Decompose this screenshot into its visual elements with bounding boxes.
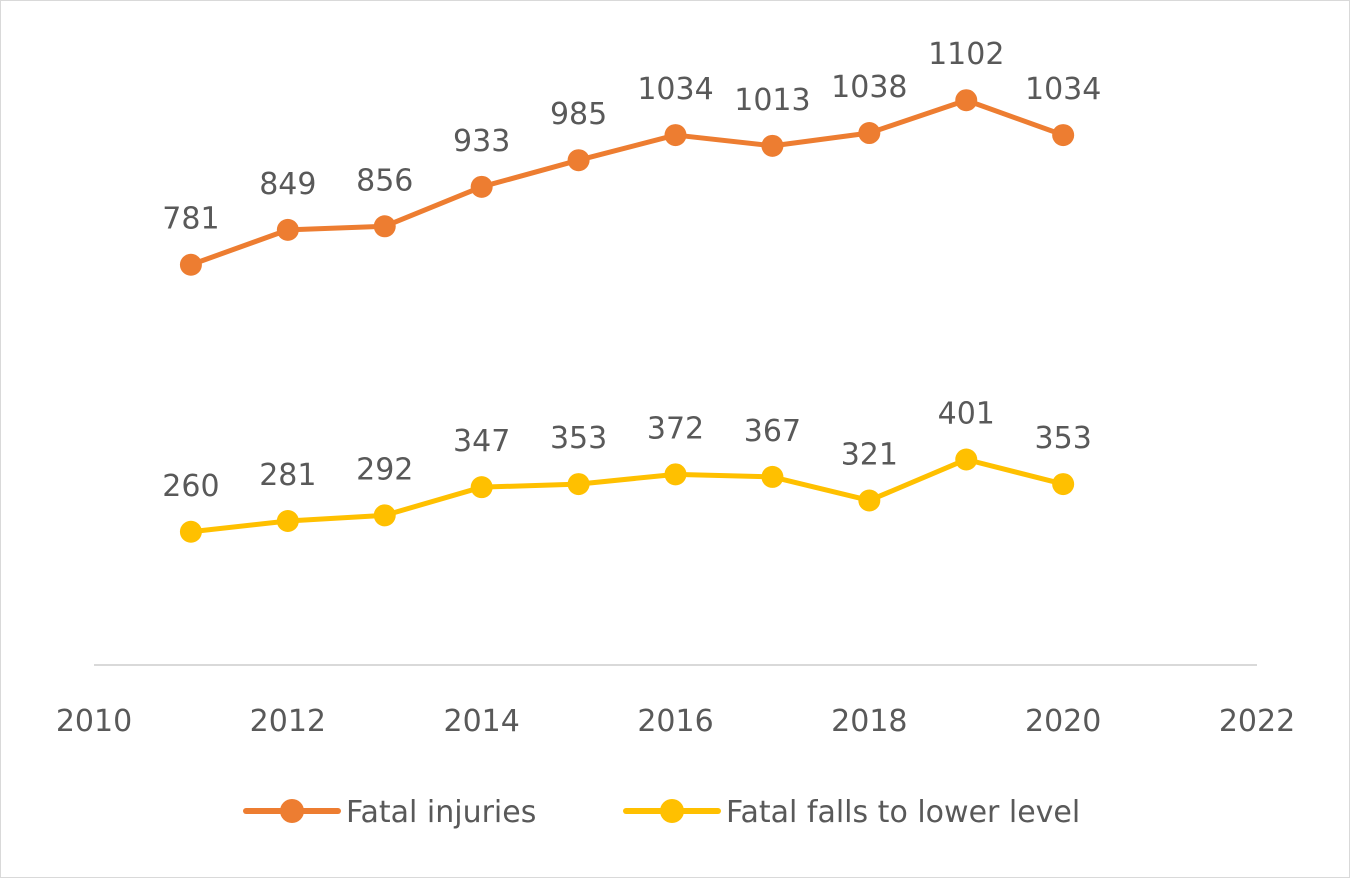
legend-marker <box>660 799 684 823</box>
data-point <box>373 504 396 527</box>
data-label: 933 <box>453 124 510 159</box>
data-point <box>470 476 493 499</box>
data-point <box>470 175 493 198</box>
series-line <box>190 456 1064 535</box>
data-label: 401 <box>938 396 995 431</box>
data-point <box>858 489 881 512</box>
data-point <box>1052 124 1075 147</box>
x-tick-label: 2012 <box>250 704 326 739</box>
data-point <box>179 253 202 276</box>
data-point <box>179 520 202 543</box>
data-label: 281 <box>259 458 316 493</box>
data-point <box>276 509 299 532</box>
data-point <box>567 473 590 496</box>
data-label: 372 <box>647 411 704 446</box>
data-label: 1013 <box>734 83 810 118</box>
legend-marker <box>280 799 304 823</box>
data-point <box>664 463 687 486</box>
data-label: 1038 <box>831 70 907 105</box>
data-label: 1034 <box>637 72 713 107</box>
data-label: 353 <box>1035 421 1092 456</box>
x-tick-label: 2010 <box>56 704 132 739</box>
data-point <box>1052 473 1075 496</box>
data-label: 856 <box>356 163 413 198</box>
data-point <box>276 218 299 241</box>
x-tick-label: 2016 <box>637 704 713 739</box>
data-label: 353 <box>550 421 607 456</box>
data-label: 985 <box>550 97 607 132</box>
data-label: 260 <box>162 469 219 504</box>
legend-label: Fatal injuries <box>346 795 536 830</box>
data-point <box>955 448 978 471</box>
legend-label: Fatal falls to lower level <box>726 795 1080 830</box>
data-point <box>664 124 687 147</box>
x-tick-label: 2018 <box>831 704 907 739</box>
data-point <box>955 89 978 112</box>
data-point <box>761 134 784 157</box>
data-label: 1102 <box>928 37 1004 72</box>
data-point <box>373 215 396 238</box>
data-label: 347 <box>453 424 510 459</box>
data-label: 367 <box>744 414 801 449</box>
data-point <box>567 149 590 172</box>
x-tick-label: 2022 <box>1219 704 1295 739</box>
x-tick-label: 2020 <box>1025 704 1101 739</box>
data-point <box>858 122 881 145</box>
series-line <box>190 97 1065 268</box>
data-point <box>761 465 784 488</box>
x-tick-label: 2014 <box>443 704 519 739</box>
data-label: 1034 <box>1025 72 1101 107</box>
data-label: 781 <box>162 202 219 237</box>
data-label: 321 <box>841 437 898 472</box>
data-label: 292 <box>356 452 413 487</box>
data-label: 849 <box>259 167 316 202</box>
